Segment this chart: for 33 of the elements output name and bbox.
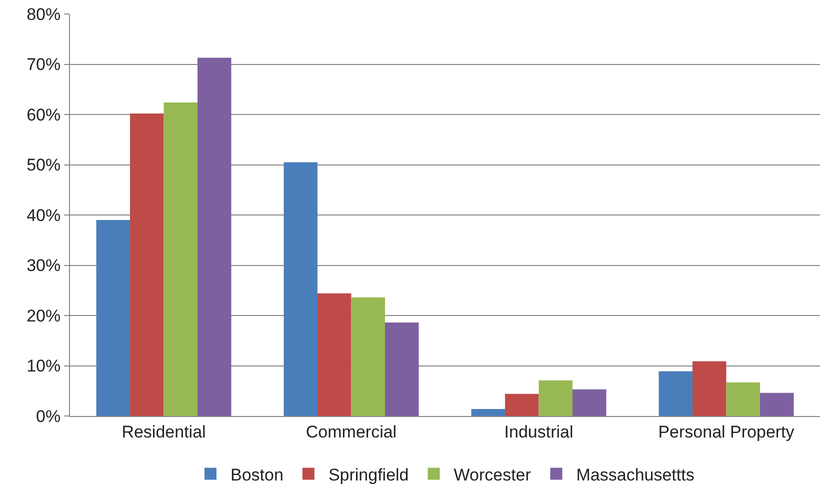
y-tick-label: 40% (26, 206, 61, 225)
bar (284, 162, 318, 416)
bar (351, 297, 385, 416)
bar (198, 58, 232, 416)
bar (96, 220, 130, 416)
y-tick-label: 30% (26, 256, 61, 276)
bar (164, 102, 198, 416)
legend-label: Springfield (328, 465, 409, 484)
legend-label: Massachusettts (576, 465, 694, 484)
bar (572, 389, 606, 416)
legend-label: Worcester (454, 465, 532, 484)
x-tick-label: Personal Property (658, 422, 795, 442)
y-tick-label: 70% (26, 55, 61, 74)
bar (538, 380, 572, 416)
y-tick-label: 80% (26, 4, 61, 24)
bar (318, 293, 352, 416)
bar (760, 392, 794, 416)
y-tick-label: 20% (26, 306, 61, 326)
bar (726, 382, 760, 416)
y-tick-label: 50% (26, 156, 61, 175)
bar (658, 371, 692, 416)
bar (505, 394, 539, 416)
y-tick-label: 0% (36, 406, 61, 426)
bar (385, 322, 419, 416)
bar (130, 113, 164, 416)
x-tick-label: Commercial (306, 422, 397, 442)
y-tick-label: 10% (26, 356, 61, 376)
bar (692, 361, 726, 416)
legend-label: Boston (230, 465, 284, 484)
x-tick-label: Residential (122, 422, 206, 442)
x-tick-label: Industrial (504, 422, 574, 442)
y-tick-label: 60% (26, 105, 61, 124)
bar (471, 408, 505, 416)
